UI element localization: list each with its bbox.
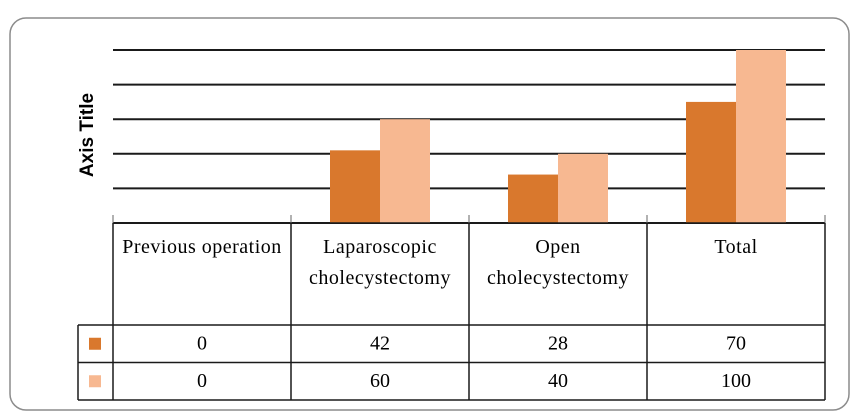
legend-key	[89, 337, 101, 350]
data-table-value: 28	[548, 332, 568, 354]
data-table-value: 100	[721, 370, 751, 392]
data-table-value: 60	[370, 370, 390, 392]
data-table-value: 0	[197, 332, 207, 354]
bar	[558, 153, 608, 223]
data-table-value: 70	[726, 332, 746, 354]
category-label: Laparoscopic cholecystectomy	[309, 236, 451, 289]
category-label: Open cholecystectomy	[487, 236, 629, 289]
bar	[686, 101, 736, 223]
data-table-value: 0	[197, 370, 207, 392]
category-label: Previous operation	[122, 236, 282, 258]
y-axis-title: Axis Title	[77, 93, 98, 177]
category-label: Total	[714, 236, 758, 258]
data-table-value: 40	[548, 370, 568, 392]
legend-key	[89, 375, 101, 388]
bar	[736, 50, 786, 223]
bar	[330, 150, 380, 223]
bar	[380, 119, 430, 223]
data-table-value: 42	[370, 332, 390, 354]
bar	[508, 174, 558, 223]
